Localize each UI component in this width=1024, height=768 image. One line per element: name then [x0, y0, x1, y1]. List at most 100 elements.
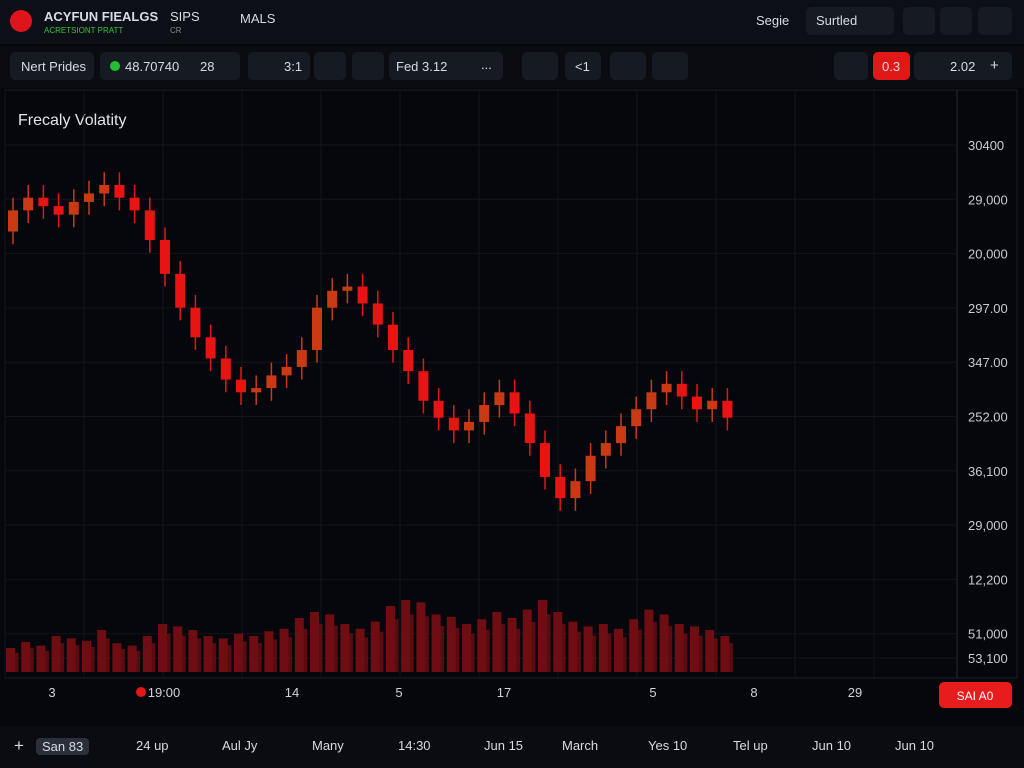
- volume-bar: [591, 635, 597, 672]
- share-button[interactable]: [940, 7, 972, 35]
- timeline-label[interactable]: Aul Jy: [222, 738, 258, 753]
- y-label: 51,000: [968, 627, 1008, 642]
- volume-bar: [499, 624, 505, 672]
- candle-body: [707, 400, 718, 410]
- volume-bar: [119, 648, 125, 672]
- x-label: 29: [848, 685, 862, 700]
- alert-button[interactable]: 0.3: [873, 52, 910, 80]
- alert: 0.3: [882, 59, 901, 74]
- status-dot: [110, 61, 120, 71]
- volume-bar: [439, 625, 445, 672]
- candle-body: [175, 273, 186, 308]
- ratio-button[interactable]: 3:1: [248, 52, 310, 80]
- candle-body: [312, 307, 322, 350]
- candle-body: [464, 421, 474, 431]
- y-label: 53,100: [968, 651, 1008, 666]
- action-button[interactable]: [939, 682, 1012, 708]
- candle-body: [388, 324, 398, 350]
- draw-button[interactable]: [610, 52, 646, 80]
- timeline-label[interactable]: Jun 15: [484, 738, 524, 753]
- candle-body: [357, 286, 368, 304]
- candle-body: [220, 358, 231, 380]
- y-label: 297.00: [968, 301, 1008, 316]
- timeline-label[interactable]: Jun 10: [812, 738, 852, 753]
- volume-bar: [401, 600, 411, 672]
- action-label: SAI A0: [957, 689, 994, 703]
- search[interactable]: Segie: [756, 13, 790, 28]
- volume-bar: [393, 619, 399, 672]
- candle-body: [8, 210, 18, 232]
- volume-bar: [697, 635, 703, 672]
- volume-bar: [66, 638, 76, 672]
- tag: CR: [170, 26, 182, 35]
- price-selector[interactable]: 48.70740 28: [100, 52, 240, 80]
- tool-button[interactable]: [314, 52, 346, 80]
- search-tool[interactable]: [352, 52, 384, 80]
- volume-bar: [575, 631, 581, 672]
- candle-body: [433, 400, 444, 418]
- volume-bar: [355, 628, 365, 672]
- candle-body: [494, 392, 505, 405]
- back-button[interactable]: <1: [565, 52, 601, 80]
- timeline-label[interactable]: Yes 10: [648, 738, 688, 753]
- date-button[interactable]: Fed 3.12...: [389, 52, 503, 80]
- volume-bar: [370, 621, 380, 672]
- sort-button[interactable]: Surtled: [806, 7, 894, 35]
- volume-bar: [317, 624, 323, 672]
- timeline-label[interactable]: Jun 10: [895, 738, 935, 753]
- ratio: 3:1: [284, 59, 303, 74]
- volume-bar: [553, 612, 563, 672]
- volume-bar: [302, 628, 308, 672]
- menu-item[interactable]: SIPS: [170, 9, 200, 24]
- x-label: 19:00: [148, 685, 181, 700]
- timeline-label[interactable]: 14:30: [398, 738, 431, 753]
- volume-bar: [249, 636, 259, 672]
- candle-body: [23, 197, 34, 211]
- volume-bar: [89, 647, 95, 672]
- candle-body: [236, 379, 246, 393]
- search-icon-button[interactable]: [903, 7, 935, 35]
- volume-bar: [705, 630, 715, 672]
- price: 48.70740: [125, 59, 180, 74]
- brand: ACYFUN FIEALGS: [44, 9, 159, 24]
- candle-body: [205, 337, 216, 359]
- volume-bar: [727, 643, 733, 672]
- chart-title: Frecaly Volatity: [18, 112, 126, 129]
- zoom-button[interactable]: [652, 52, 688, 80]
- count: 2.02: [950, 59, 976, 74]
- toggle-button[interactable]: [834, 52, 868, 80]
- volume-bar: [51, 636, 61, 672]
- volume-bar: [682, 633, 688, 672]
- volume-bar: [104, 638, 110, 672]
- preset-button[interactable]: Nert Prides: [10, 52, 94, 80]
- candle-body: [342, 286, 353, 291]
- timeline-add[interactable]: +: [14, 736, 24, 755]
- volume-bar: [644, 609, 654, 672]
- y-label: 30400: [968, 138, 1004, 153]
- volume-bar: [423, 616, 429, 672]
- preset: Nert Prides: [21, 59, 87, 74]
- menu-item[interactable]: MALS: [240, 11, 276, 26]
- x-label: 17: [497, 685, 511, 700]
- volume-bar: [310, 612, 319, 672]
- candle-body: [676, 383, 687, 397]
- candle-body: [99, 185, 110, 194]
- timeline-label[interactable]: March: [562, 738, 599, 753]
- volume-bar: [378, 631, 384, 672]
- calendar-button[interactable]: [522, 52, 558, 80]
- candle-body: [418, 371, 429, 401]
- timeline-label[interactable]: Many: [312, 738, 344, 753]
- candle-body: [722, 400, 733, 418]
- volume-bar: [203, 636, 213, 672]
- timeline-label[interactable]: 24 up: [136, 738, 169, 753]
- header: ACYFUN FIEALGS ACRETSIONT PRATT SIPS CR …: [0, 0, 1024, 44]
- timeline-label[interactable]: San 83: [36, 738, 90, 755]
- volume-bar: [241, 641, 247, 672]
- volume-bar: [712, 638, 718, 672]
- count-group[interactable]: 2.02 +: [914, 52, 1012, 80]
- volume-bar: [560, 624, 566, 672]
- timeline-label[interactable]: Tel up: [733, 738, 768, 753]
- menu-button[interactable]: [978, 7, 1012, 35]
- volume-bar: [74, 645, 80, 672]
